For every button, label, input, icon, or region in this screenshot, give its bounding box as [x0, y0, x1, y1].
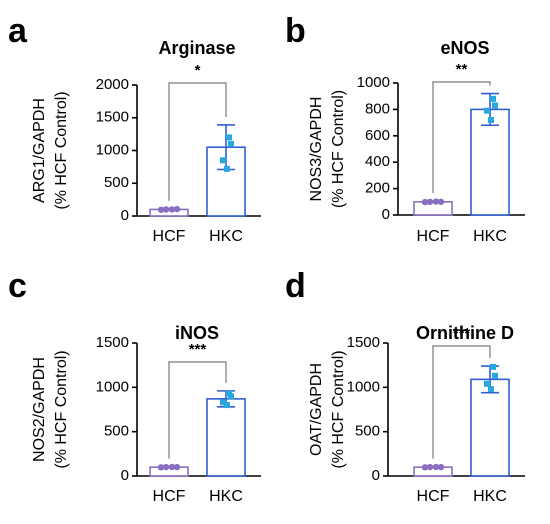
data-point — [488, 116, 494, 123]
bar-hkc — [206, 398, 246, 477]
significance-bracket — [432, 81, 491, 194]
data-point — [168, 463, 176, 471]
panel-letter: b — [285, 12, 306, 50]
data-point — [426, 198, 434, 205]
data-point — [437, 198, 445, 205]
x-tick-label: HCF — [417, 228, 450, 245]
significance-bracket — [432, 345, 491, 459]
y-tick-label: 500 — [104, 174, 129, 191]
y-axis-label: (% HCF Control) — [330, 350, 347, 468]
data-point — [173, 463, 181, 471]
x-tick-label: HCF — [153, 488, 186, 505]
chart-panel-a: a Arginase ARG1/GAPDH (% HCF Control) 0 500 10… — [8, 12, 261, 245]
chart-title: iNOS — [175, 323, 219, 343]
y-axis-label: NOS2/GAPDH — [31, 357, 48, 462]
data-point — [220, 157, 226, 164]
y-tick-label: 500 — [355, 423, 380, 440]
y-axis-label: NOS3/GAPDH — [308, 97, 325, 202]
data-point — [162, 463, 170, 471]
bar-hkc — [470, 378, 510, 477]
y-tick-label: 500 — [104, 423, 129, 440]
x-tick-label: HKC — [209, 228, 243, 245]
data-point — [490, 363, 496, 370]
data-point — [421, 198, 429, 206]
chart-panel-b: b eNOS NOS3/GAPDH (% HCF Control) 0 200 400 600… — [285, 12, 525, 245]
y-tick-label: 1000 — [347, 378, 380, 395]
chart-panel-c: c iNOS NOS2/GAPDH (% HCF Control) 0 500 1000 15… — [8, 267, 261, 505]
y-tick-label: 200 — [365, 180, 390, 197]
x-tick-label: HKC — [473, 488, 507, 505]
significance-label: *** — [453, 325, 471, 342]
data-point — [426, 463, 434, 471]
data-point — [484, 380, 490, 387]
y-tick-label: 0 — [372, 467, 380, 484]
bar-hkc — [470, 108, 510, 216]
significance-label: *** — [189, 341, 207, 358]
chart-title: Ornithine D — [416, 323, 514, 343]
y-tick-label: 1500 — [96, 334, 129, 351]
data-point — [168, 206, 176, 213]
y-tick-label: 0 — [121, 467, 129, 484]
significance-label: * — [195, 62, 201, 79]
data-point — [492, 102, 498, 109]
y-tick-label: 0 — [121, 207, 129, 224]
y-tick-label: 1000 — [96, 141, 129, 158]
chart-panel-d: d Ornithine D OAT/GAPDH (% HCF Control) 0 500… — [285, 267, 525, 505]
y-tick-label: 1000 — [96, 378, 129, 395]
x-tick-label: HCF — [153, 228, 186, 245]
y-tick-label: 1000 — [357, 74, 390, 91]
data-point — [437, 463, 445, 471]
y-axis-label: ARG1/GAPDH — [31, 98, 48, 203]
y-tick-label: 800 — [365, 100, 390, 117]
data-point — [224, 402, 230, 409]
chart-title: eNOS — [440, 38, 489, 58]
data-point — [226, 134, 232, 141]
data-point — [488, 386, 494, 393]
y-axis-label: (% HCF Control) — [330, 90, 347, 208]
panel-letter: d — [285, 267, 306, 305]
data-point — [492, 372, 498, 379]
data-point — [421, 464, 429, 471]
data-point — [484, 107, 490, 114]
x-tick-label: HKC — [209, 488, 243, 505]
data-point — [432, 463, 440, 471]
panel-letter: c — [8, 267, 27, 305]
data-point — [162, 206, 170, 213]
data-point — [157, 206, 165, 213]
chart-title: Arginase — [158, 38, 235, 58]
y-tick-label: 400 — [365, 153, 390, 170]
data-point — [228, 140, 234, 147]
x-tick-label: HCF — [417, 488, 450, 505]
y-tick-label: 0 — [382, 206, 390, 223]
data-point — [220, 399, 226, 406]
bar-hcf — [413, 201, 453, 216]
data-point — [432, 198, 440, 205]
data-point — [228, 393, 234, 400]
y-axis-label: OAT/GAPDH — [308, 363, 325, 456]
significance-bracket — [168, 82, 227, 201]
x-tick-label: HKC — [473, 228, 507, 245]
data-point — [224, 165, 230, 172]
data-point — [490, 95, 496, 102]
y-axis-label: (% HCF Control) — [53, 350, 70, 468]
panel-letter: a — [8, 12, 28, 50]
data-point — [157, 464, 165, 471]
data-point — [173, 205, 181, 213]
y-axis-label: (% HCF Control) — [53, 91, 70, 209]
y-tick-label: 1500 — [347, 334, 380, 351]
significance-label: ** — [456, 61, 468, 78]
significance-bracket — [168, 361, 227, 459]
y-tick-label: 1500 — [96, 109, 129, 126]
y-tick-label: 600 — [365, 127, 390, 144]
y-tick-label: 2000 — [96, 76, 129, 93]
